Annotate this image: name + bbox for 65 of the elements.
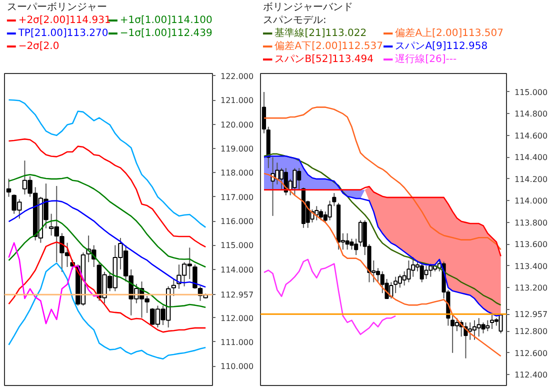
legend-label: 基準線[21]113.022 xyxy=(274,27,367,39)
y-tick-label: 113.800 xyxy=(514,218,548,228)
line-series xyxy=(263,106,502,250)
y-tick-label: 114.200 xyxy=(514,174,548,184)
legend-label: 偏差A上[2.00]113.507 xyxy=(395,27,504,39)
candlestick xyxy=(345,232,350,250)
y-tick-label: 122.000 xyxy=(220,72,254,81)
y-tick-label: 112.800 xyxy=(514,327,548,336)
line-series xyxy=(8,174,206,268)
candlestick xyxy=(270,156,275,216)
line-series xyxy=(8,200,206,288)
candlestick xyxy=(394,276,398,294)
y-tick-label: 118.000 xyxy=(220,168,254,178)
y-tick-label: 112.400 xyxy=(514,370,548,380)
y-tick-label: 113.600 xyxy=(514,240,548,250)
legend-label: TP[21.00]113.270 xyxy=(17,28,108,39)
candlestick xyxy=(262,91,266,134)
candlestick xyxy=(450,314,455,354)
candlestick xyxy=(318,208,324,221)
y-tick-label: 114.600 xyxy=(514,131,548,140)
y-tick-label: 121.000 xyxy=(220,96,254,106)
y-tick-label: 115.000 xyxy=(514,88,548,97)
candlestick xyxy=(292,168,297,196)
y-tick-label: 113.200 xyxy=(514,284,548,293)
candlestick xyxy=(490,314,494,330)
candlestick xyxy=(424,265,428,280)
legend-label: −1σ[1.00]112.439 xyxy=(120,28,212,39)
y-tick-label: 114.000 xyxy=(220,265,254,274)
y-tick-label: 114.000 xyxy=(514,196,548,206)
candlestick xyxy=(472,320,477,340)
candlestick xyxy=(358,220,363,247)
y-tick-label: 115.000 xyxy=(220,241,254,250)
legend-label: 偏差A下[2.00]112.537 xyxy=(274,40,383,52)
y-tick-label: 116.000 xyxy=(220,217,254,226)
ref-line-label: 112.957 xyxy=(514,310,548,320)
y-tick-label: 112.600 xyxy=(514,348,548,358)
legend-label: スパンB[52]113.494 xyxy=(274,54,374,65)
legend-label: +1σ[1.00]114.100 xyxy=(120,15,212,26)
legend-label: 遅行線[26]--- xyxy=(395,53,457,65)
y-tick-label: 112.000 xyxy=(220,314,254,323)
line-series xyxy=(8,138,206,248)
candlestick xyxy=(6,178,12,198)
line-series xyxy=(8,262,206,360)
legend-label: スパンA[9]112.958 xyxy=(395,41,488,52)
candlestick xyxy=(406,260,411,283)
line-series xyxy=(8,220,206,308)
y-tick-label: 114.800 xyxy=(514,110,548,119)
y-tick-label: 119.000 xyxy=(220,144,254,154)
y-tick-label: 117.000 xyxy=(220,192,254,202)
candlestick xyxy=(481,322,486,334)
legend-label: −2σ[2.0 xyxy=(18,41,60,52)
y-tick-label: 114.400 xyxy=(514,153,548,162)
chart-title: ボリンジャーバンド xyxy=(263,2,354,13)
y-tick-label: 120.000 xyxy=(220,120,254,130)
line-series xyxy=(263,258,396,336)
candlestick xyxy=(376,268,380,283)
line-series xyxy=(8,99,206,228)
y-tick-label: 110.000 xyxy=(220,362,254,372)
candlestick xyxy=(171,278,176,297)
chart-title: スーパーボリンジャー xyxy=(6,2,107,13)
y-tick-label: 113.400 xyxy=(514,262,548,271)
y-tick-label: 111.000 xyxy=(220,338,254,347)
chart-subtitle: スパンモデル: xyxy=(263,15,326,26)
legend-label: +2σ[2.00]114.931 xyxy=(18,15,111,26)
ref-line-label: 112.957 xyxy=(220,290,254,300)
